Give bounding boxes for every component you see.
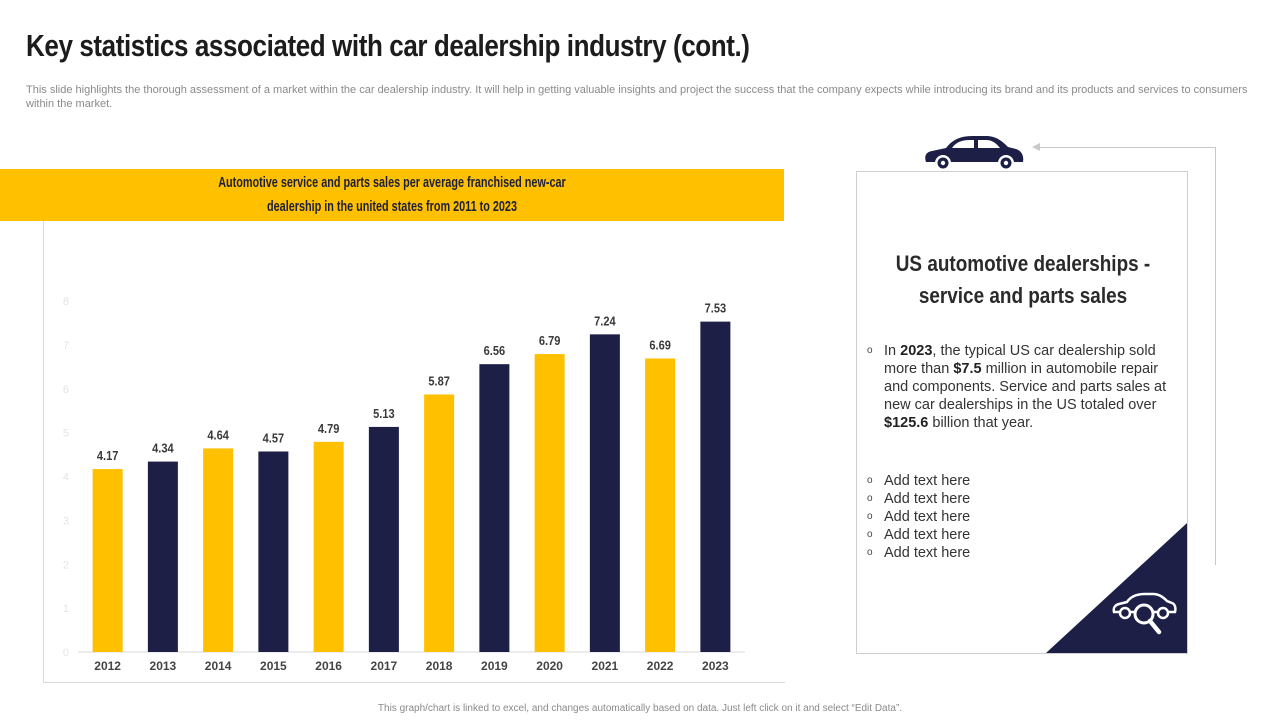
data-label: 6.56: [484, 343, 506, 358]
paragraph-bullet: o In 2023, the typical US car dealership…: [867, 342, 1177, 432]
data-label: 5.87: [428, 374, 450, 389]
bar-chart[interactable]: 0 1 2 3 4 5 6 7 8 4.17 2012 4.34 2013 4.64 2014 4.57 201…: [43, 221, 785, 683]
card-heading-line-1: US automotive dealerships -: [895, 251, 1151, 276]
list-item: o Add text here: [867, 490, 1167, 508]
x-tick-label: 2012: [94, 659, 121, 673]
chart-banner: Automotive service and parts sales per a…: [0, 169, 784, 221]
x-tick-label: 2013: [150, 659, 177, 673]
bullet-circle-icon: o: [867, 511, 873, 522]
data-label: 4.17: [97, 448, 119, 463]
bar[interactable]: [479, 364, 510, 652]
list-item-text: Add text here: [884, 491, 971, 507]
y-tick-label: 3: [63, 515, 69, 527]
y-tick-label: 2: [63, 559, 69, 571]
para-bold-year: 2023: [900, 343, 933, 359]
x-tick-label: 2017: [371, 659, 398, 673]
bullet-circle-icon: o: [867, 475, 873, 486]
y-tick-label: 6: [63, 384, 69, 396]
card-paragraph: o In 2023, the typical US car dealership…: [867, 342, 1177, 432]
x-tick-label: 2015: [260, 659, 287, 673]
list-item: o Add text here: [867, 526, 1167, 544]
y-tick-label: 8: [63, 296, 69, 308]
data-label: 5.13: [373, 406, 395, 421]
placeholder-list: o Add text here o Add text here o Add text …: [867, 472, 1167, 562]
chart-banner-line-2: dealership in the united states from 201…: [267, 198, 517, 215]
bar[interactable]: [147, 461, 178, 652]
bar[interactable]: [589, 334, 620, 652]
list-item: o Add text here: [867, 508, 1167, 526]
para-bold-amount: $7.5: [953, 361, 982, 377]
list-item-text: Add text here: [884, 527, 971, 543]
connector-arrow-icon: [1032, 143, 1040, 151]
x-tick-label: 2022: [647, 659, 674, 673]
bar[interactable]: [313, 441, 344, 652]
car-search-icon: [1112, 592, 1177, 635]
bar[interactable]: [534, 354, 565, 652]
list-item: o Add text here: [867, 544, 1167, 562]
x-tick-label: 2016: [315, 659, 342, 673]
data-label: 7.53: [705, 301, 727, 316]
bullet-circle-icon: o: [867, 547, 873, 558]
para-bold-total: $125.6: [884, 415, 929, 431]
data-label: 7.24: [594, 313, 616, 328]
data-label: 4.34: [152, 441, 174, 456]
bar[interactable]: [700, 321, 731, 652]
connector-line: [1036, 147, 1216, 565]
bar[interactable]: [92, 469, 123, 652]
car-icon: [925, 136, 1024, 171]
x-tick-label: 2023: [702, 659, 729, 673]
list-item-text: Add text here: [884, 545, 971, 561]
card-heading-line-2: service and parts sales: [918, 283, 1128, 308]
chart-banner-line-1: Automotive service and parts sales per a…: [218, 174, 566, 191]
data-label: 4.57: [263, 431, 285, 446]
bullet-circle-icon: o: [867, 493, 873, 504]
page-title: Key statistics associated with car deale…: [26, 28, 750, 63]
data-label: 6.79: [539, 333, 561, 348]
data-label: 4.79: [318, 421, 340, 436]
card-corner-triangle: [1046, 523, 1187, 653]
x-tick-label: 2014: [205, 659, 232, 673]
chart-frame: [43, 221, 785, 683]
paragraph-text: In 2023, the typical US car dealership s…: [884, 342, 1177, 432]
y-tick-label: 7: [63, 340, 69, 352]
y-tick-label: 1: [63, 603, 69, 615]
y-tick-label: 4: [63, 472, 69, 484]
page-subtitle: This slide highlights the thorough asses…: [26, 84, 1248, 110]
para-text-2: , the typical US car dealership sold mor…: [884, 343, 1156, 377]
bar[interactable]: [203, 448, 234, 652]
para-text-3: million in automobile repair and compone…: [884, 361, 1167, 413]
bullet-circle-icon: o: [867, 529, 873, 540]
info-card: US automotive dealerships - service and …: [856, 171, 1188, 654]
list-item-text: Add text here: [884, 509, 971, 525]
x-tick-label: 2020: [536, 659, 563, 673]
para-text-4: billion that year.: [928, 415, 1034, 431]
x-tick-label: 2021: [592, 659, 619, 673]
bar[interactable]: [645, 358, 676, 652]
para-text-1: In: [884, 343, 901, 359]
x-tick-label: 2019: [481, 659, 508, 673]
data-label: 6.69: [649, 338, 671, 353]
x-tick-label: 2018: [426, 659, 453, 673]
chart-banner-text: Automotive service and parts sales per a…: [95, 171, 690, 219]
list-item: o Add text here: [867, 472, 1167, 490]
bar[interactable]: [258, 451, 289, 652]
data-label: 4.64: [207, 428, 229, 443]
bar[interactable]: [424, 394, 455, 652]
y-tick-label: 5: [63, 428, 69, 440]
footer-note: This graph/chart is linked to excel, and…: [377, 703, 903, 714]
card-heading: US automotive dealerships - service and …: [880, 248, 1166, 312]
bullet-circle-icon: o: [867, 345, 873, 356]
bar[interactable]: [368, 426, 399, 652]
y-tick-label: 0: [63, 647, 69, 659]
list-item-text: Add text here: [884, 473, 971, 489]
